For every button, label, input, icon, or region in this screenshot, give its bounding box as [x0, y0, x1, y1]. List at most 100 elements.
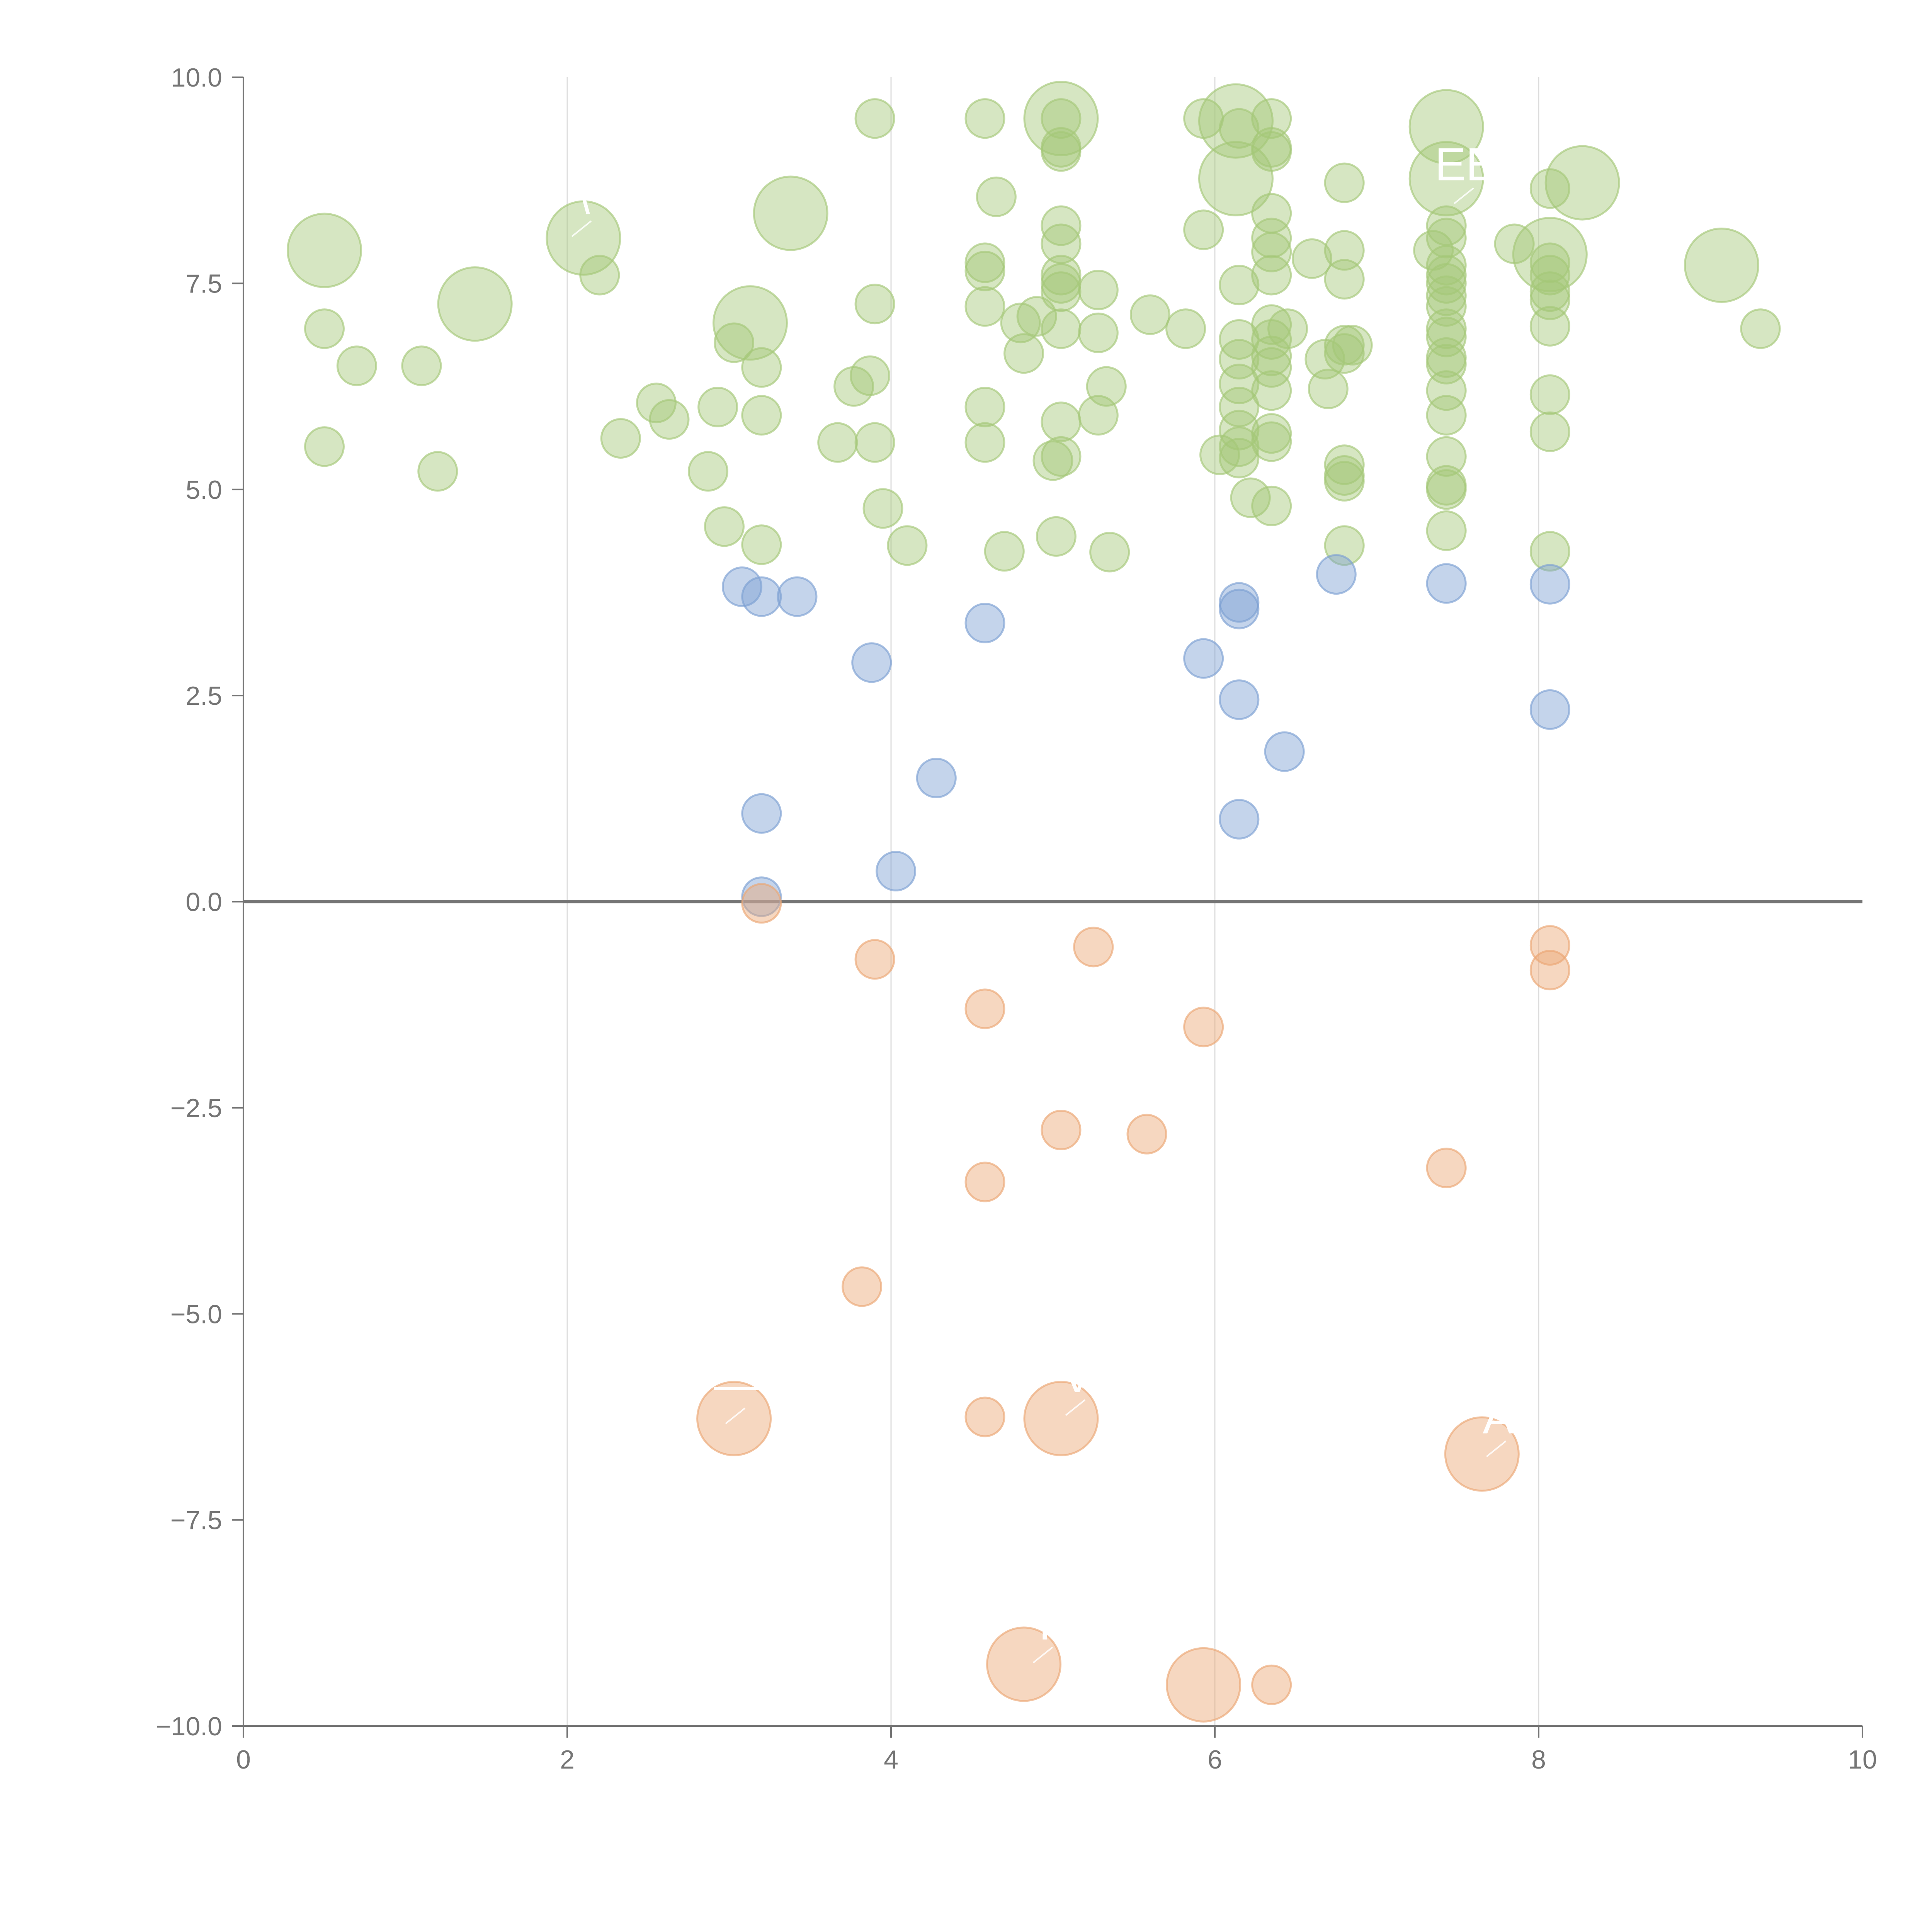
high-point-6: [437, 266, 513, 342]
high-point-132: [1529, 306, 1570, 347]
high-point-51: [1041, 308, 1082, 349]
high-point-89: [1251, 421, 1292, 462]
high-point-107: [1408, 141, 1484, 216]
high-point-87: [1251, 370, 1292, 411]
high-point-27: [862, 488, 903, 529]
annotations: — V A I EE \: [571, 139, 1514, 1663]
high-point-26: [854, 422, 895, 463]
y-tick-label-3: 2.5: [185, 681, 222, 711]
high-point-92: [1291, 238, 1332, 279]
annotation-label-0: —: [714, 1359, 760, 1410]
high-point-62: [1183, 209, 1224, 250]
low-positive-point-2: [777, 576, 818, 617]
high-point-94: [1308, 368, 1349, 409]
y-tick-label-6: −5.0: [170, 1299, 222, 1329]
high-point-80: [1251, 218, 1292, 259]
high-point-25: [854, 284, 895, 325]
annotation-leader-2: [1486, 1440, 1507, 1458]
high-point-28: [887, 525, 928, 566]
high-point-42: [1023, 81, 1099, 156]
high-point-57: [1086, 366, 1127, 407]
high-point-20: [753, 175, 828, 251]
high-point-111: [1426, 255, 1467, 296]
annotation-label-1: V: [1062, 1350, 1093, 1402]
high-point-52: [1041, 401, 1082, 442]
low-positive-point-17: [1529, 564, 1570, 605]
annotation-label-3: I: [1038, 1598, 1051, 1650]
y-tick-label-7: −7.5: [170, 1506, 222, 1535]
high-point-18: [741, 395, 782, 436]
y-tick-label-1: 7.5: [185, 269, 222, 298]
high-point-81: [1251, 231, 1292, 272]
high-point-41: [1036, 516, 1077, 557]
high-point-104: [1332, 325, 1373, 366]
high-point-1: [304, 308, 345, 349]
high-point-36: [984, 531, 1025, 572]
high-point-135: [1529, 531, 1570, 572]
high-point-120: [1426, 395, 1467, 436]
high-point-69: [1219, 339, 1260, 380]
y-tick-label-2: 5.0: [185, 475, 222, 505]
high-point-129: [1529, 255, 1570, 296]
high-point-113: [1426, 275, 1467, 316]
high-point-4: [401, 345, 442, 386]
high-point-5: [417, 451, 458, 492]
high-point-19: [741, 524, 782, 565]
negative-point-10: [1426, 1148, 1467, 1189]
annotation-label-4: EE: [1435, 139, 1497, 190]
high-point-100: [1324, 444, 1365, 485]
high-point-123: [1426, 469, 1467, 510]
high-point-0: [287, 213, 362, 288]
high-point-8: [579, 255, 620, 296]
high-point-13: [697, 386, 738, 427]
high-point-10: [636, 383, 677, 423]
negative-point-14: [1023, 1381, 1099, 1456]
high-point-31: [964, 250, 1005, 291]
high-point-114: [1426, 286, 1467, 327]
x-tick-label-4: 8: [1531, 1745, 1546, 1774]
high-point-12: [688, 451, 729, 492]
negative-point-18: [1251, 1664, 1292, 1705]
high-point-119: [1426, 370, 1467, 411]
low-positive-point-15: [1316, 554, 1357, 595]
high-point-99: [1324, 333, 1365, 374]
high-point-53: [1041, 436, 1082, 477]
high-point-34: [964, 422, 1005, 463]
low-positive-point-6: [741, 793, 782, 834]
annotation-leader-3: [1032, 1646, 1053, 1663]
low-positive-point-3: [851, 642, 892, 683]
high-point-3: [336, 345, 377, 386]
negative-point-6: [1529, 950, 1570, 991]
high-point-29: [964, 98, 1005, 139]
high-point-59: [1129, 294, 1170, 335]
high-point-9: [600, 418, 641, 459]
high-point-133: [1529, 374, 1570, 415]
high-point-11: [649, 399, 690, 440]
y-tick-label-5: −2.5: [170, 1094, 222, 1123]
high-point-95: [1324, 162, 1365, 203]
high-point-82: [1251, 255, 1292, 296]
high-point-35: [976, 176, 1017, 217]
high-point-50: [1041, 271, 1082, 312]
high-point-60: [1165, 308, 1206, 349]
high-point-30: [964, 242, 1005, 283]
high-point-23: [850, 355, 891, 396]
x-tick-label-3: 6: [1208, 1745, 1222, 1774]
high-point-138: [1740, 308, 1781, 349]
negative-point-11: [842, 1266, 883, 1307]
y-tick-label-0: 10.0: [171, 63, 222, 92]
high-point-136: [1544, 145, 1620, 221]
negative-point-3: [1073, 927, 1114, 968]
low-positive-point-9: [1183, 638, 1224, 679]
y-tick-label-4: 0.0: [185, 888, 222, 917]
x-tick-label-2: 4: [884, 1745, 898, 1774]
low-positive-point-16: [1426, 563, 1467, 604]
high-point-76: [1251, 98, 1292, 139]
bubble-series: [287, 81, 1781, 1723]
high-point-137: [1684, 227, 1759, 303]
high-point-55: [1078, 312, 1119, 353]
axes: 0 2 4 6 8 10 10.0 7.5 5.0 2.5 0.0 −2.5 −5.0 −7.5 −10.0: [156, 63, 1877, 1774]
high-point-96: [1324, 230, 1365, 271]
negative-point-4: [1183, 1007, 1224, 1048]
